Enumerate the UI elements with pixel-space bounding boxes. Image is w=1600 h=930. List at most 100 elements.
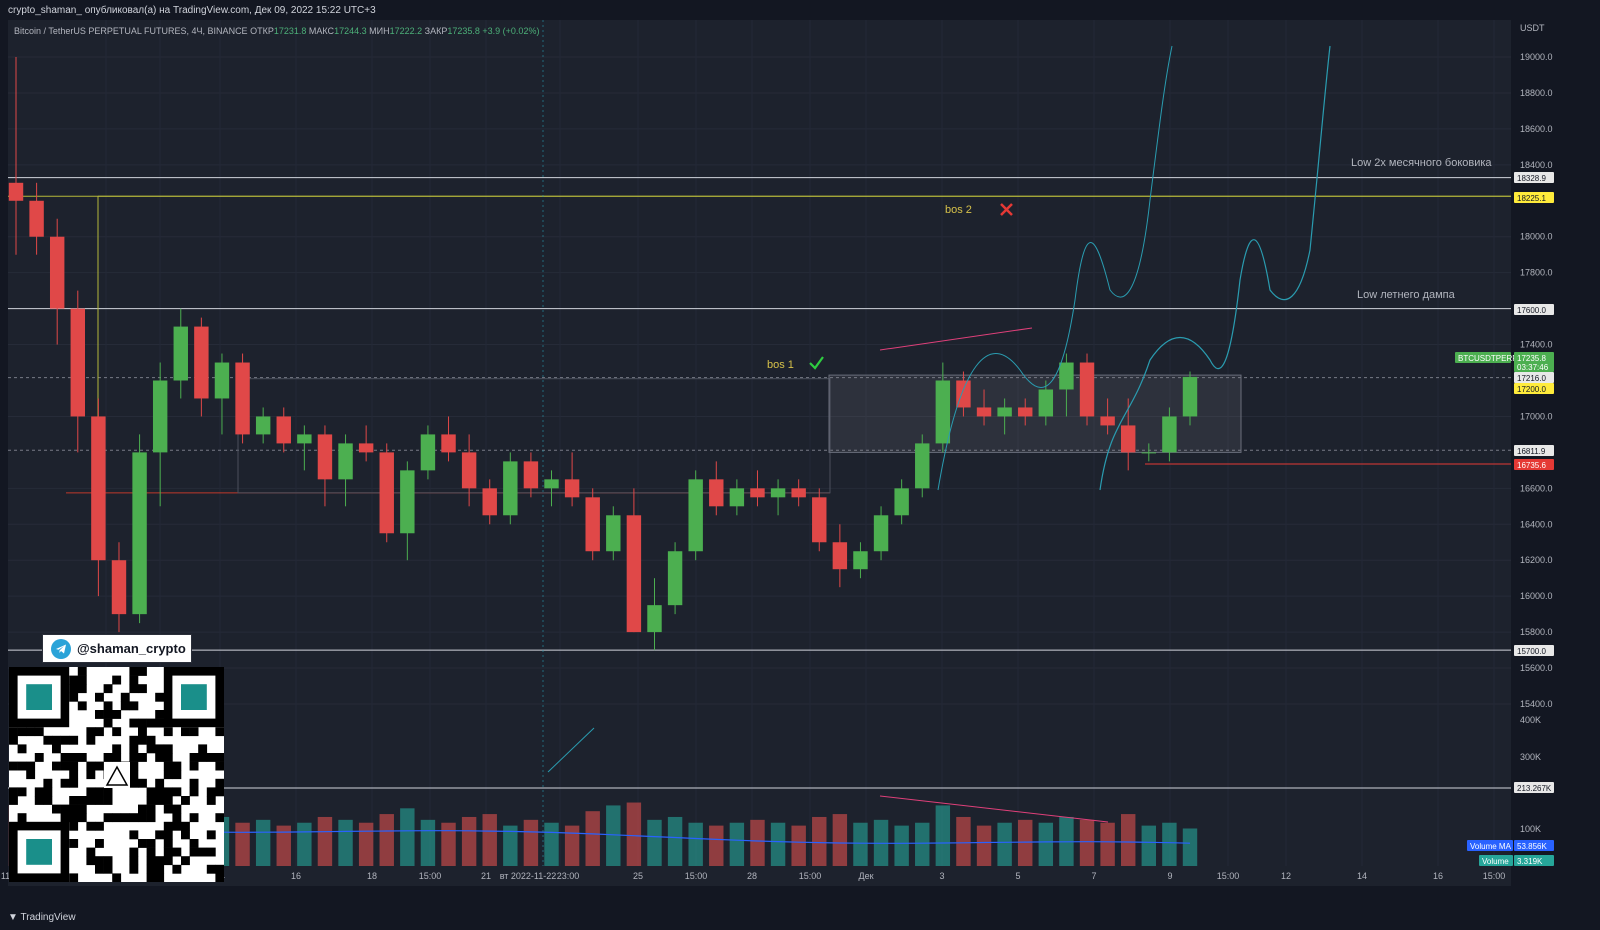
annotation-bos1: bos 1 (767, 359, 794, 371)
candle-body (729, 488, 745, 507)
qr-module (189, 839, 199, 848)
price-badge-label: Volume (1482, 857, 1509, 866)
volume-bar (606, 805, 621, 866)
price-badge-label: 213.267K (1517, 784, 1552, 793)
volume-bar (1100, 822, 1115, 866)
qr-module (69, 735, 79, 745)
volume-bar (317, 816, 333, 866)
qr-module (103, 796, 113, 805)
candle-body (770, 488, 786, 498)
qr-module (146, 864, 156, 874)
candle-body (647, 605, 662, 633)
candle-body (832, 542, 848, 570)
qr-module (163, 830, 173, 840)
qr-module (120, 692, 130, 702)
candle-body (564, 479, 580, 498)
time-axis-label: 9 (1167, 871, 1172, 881)
time-axis-label: 21 (481, 871, 491, 881)
qr-module (34, 796, 44, 805)
qr-module (69, 839, 79, 848)
volume-bar (688, 822, 703, 866)
candle-body (709, 479, 724, 507)
candle-body (461, 452, 477, 489)
volume-bar (750, 819, 765, 866)
price-currency: USDT (1520, 23, 1545, 33)
qr-module (129, 847, 139, 857)
candle-body (956, 380, 971, 408)
qr-module (172, 864, 182, 874)
qr-module (86, 735, 96, 745)
qr-module (146, 856, 156, 866)
candle-body (812, 497, 827, 543)
qr-module (26, 770, 36, 780)
telegram-handle: @shaman_crypto (77, 641, 186, 656)
candle-body (1038, 389, 1054, 417)
qr-module (189, 761, 199, 771)
qr-module (163, 847, 173, 857)
price-badge-label: 17216.0 (1517, 374, 1546, 383)
qr-module (163, 821, 173, 831)
qr-module (9, 735, 18, 745)
qr-module (60, 753, 70, 762)
volume-bar (832, 814, 848, 866)
candle-body (1182, 376, 1198, 417)
qr-module (77, 796, 87, 805)
qr-module (17, 727, 27, 737)
annotation-bos2: bos 2 (945, 204, 972, 216)
qr-module (103, 864, 113, 874)
volume-arrow (547, 727, 595, 773)
qr-module (129, 744, 139, 754)
qr-module (86, 847, 96, 857)
qr-module (129, 753, 139, 762)
qr-module (189, 778, 199, 788)
volume-bar (770, 822, 786, 866)
qr-module (163, 761, 173, 771)
volume-bar (956, 816, 971, 866)
qr-module (155, 692, 165, 702)
volume-bar (338, 819, 353, 866)
candle-body (688, 479, 703, 552)
qr-module (69, 692, 79, 702)
volume-bar (626, 802, 642, 866)
volume-bar (647, 819, 662, 866)
time-axis-label: 18 (367, 871, 377, 881)
qr-module (138, 727, 147, 737)
candle-body (894, 488, 909, 516)
volume-bar (976, 825, 992, 866)
candle-body (70, 308, 85, 417)
price-tick-label: 15800.0 (1520, 627, 1553, 637)
qr-logo-icon (105, 765, 129, 786)
qr-module (69, 675, 79, 685)
qr-module (95, 692, 104, 702)
qr-module (181, 796, 190, 805)
volume-bar (523, 819, 539, 866)
qr-module (146, 796, 156, 805)
qr-module (172, 761, 182, 771)
qr-module (34, 753, 44, 762)
price-badge-label: 16735.6 (1517, 461, 1546, 470)
qr-module (95, 787, 104, 797)
candle-body (1162, 416, 1177, 453)
candle-body (152, 380, 168, 453)
qr-module (206, 864, 216, 874)
qr-module (86, 856, 96, 866)
qr-module (17, 813, 27, 823)
qr-module (69, 770, 79, 780)
candle-body (173, 326, 188, 381)
qr-module (43, 735, 53, 745)
qr-module (172, 821, 182, 831)
qr-module (60, 813, 70, 823)
chart-legend: Bitcoin / TetherUS PERPETUAL FUTURES, 4Ч… (14, 26, 539, 36)
qr-module (215, 813, 225, 823)
qr-module (69, 821, 79, 831)
qr-module (129, 684, 139, 694)
telegram-badge[interactable]: @shaman_crypto (42, 634, 192, 663)
volume-bar (1141, 825, 1157, 866)
volume-bar (461, 816, 477, 866)
price-tick-label: 18000.0 (1520, 232, 1553, 242)
tradingview-logo[interactable]: ▼ TradingView (8, 912, 76, 923)
qr-module (129, 675, 139, 685)
qr-module (69, 761, 79, 771)
candle-body (853, 551, 868, 570)
